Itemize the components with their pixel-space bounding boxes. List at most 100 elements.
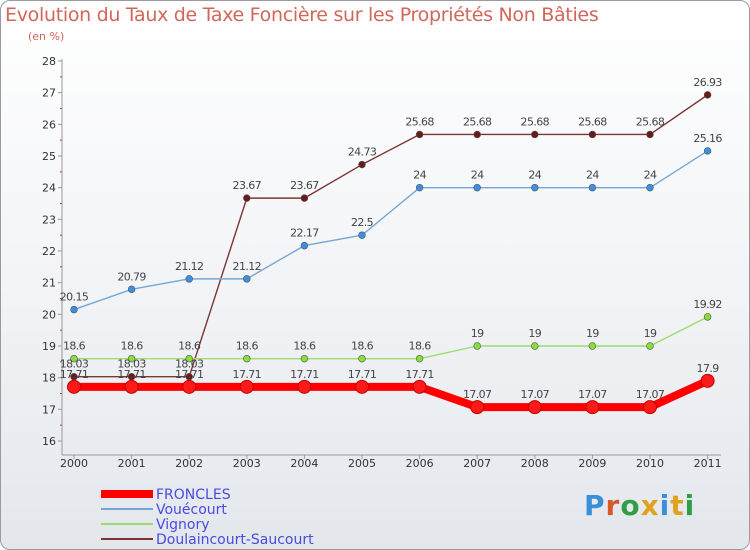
data-label: 21.12	[175, 260, 204, 273]
data-label: 18.6	[409, 340, 432, 353]
data-point	[412, 379, 427, 394]
data-point	[182, 379, 197, 394]
data-label: 25.68	[636, 115, 665, 128]
data-point	[297, 379, 312, 394]
data-point	[70, 354, 78, 363]
data-point	[124, 379, 139, 394]
series-line	[74, 316, 708, 360]
y-axis-unit-label: (en %)	[28, 30, 65, 43]
series-froncles	[67, 373, 715, 415]
x-tick-label: 2006	[406, 457, 434, 470]
data-label: 24	[644, 169, 657, 182]
data-label: 17.71	[175, 368, 204, 381]
data-label: 24	[528, 169, 541, 182]
logo-letter: r	[605, 489, 621, 522]
legend-item: Vouécourt	[101, 502, 227, 518]
data-label: 24.73	[348, 146, 377, 159]
data-point	[243, 275, 251, 283]
data-label: 18.03	[117, 358, 146, 371]
data-label: 17.07	[463, 388, 492, 401]
data-label: 19	[644, 327, 657, 340]
data-label: 19	[471, 327, 484, 340]
data-point	[415, 183, 424, 192]
data-label: 18.6	[351, 340, 374, 353]
data-label: 25.68	[578, 115, 607, 128]
data-label: 18.6	[121, 340, 144, 353]
y-tick-label: 18	[42, 372, 56, 385]
data-point	[127, 354, 136, 363]
data-point	[646, 130, 654, 139]
data-label: 17.71	[60, 368, 89, 381]
data-label: 19.92	[693, 298, 722, 311]
data-point	[531, 342, 539, 350]
data-point	[700, 373, 715, 388]
series-vou-court	[70, 147, 712, 314]
data-point	[588, 342, 597, 350]
data-point	[415, 354, 424, 363]
data-point	[415, 130, 424, 139]
y-tick-label: 25	[42, 150, 56, 163]
data-label: 20.15	[60, 291, 89, 304]
y-tick-label: 22	[42, 245, 56, 258]
data-label: 18.6	[178, 340, 201, 353]
y-tick-label: 27	[42, 87, 56, 100]
x-tick-label: 2002	[175, 457, 203, 470]
data-label: 25.68	[463, 115, 492, 128]
data-label: 24	[586, 169, 599, 182]
y-tick-label: 26	[42, 118, 56, 131]
logo-letter: t	[670, 489, 685, 522]
data-label: 21.12	[233, 260, 262, 273]
data-point	[646, 183, 654, 192]
data-point	[67, 379, 81, 394]
data-label: 25.68	[521, 115, 550, 128]
data-point	[703, 147, 712, 155]
data-point	[243, 194, 251, 202]
data-label: 17.71	[233, 368, 262, 381]
data-label: 17.71	[405, 368, 434, 381]
data-point	[358, 231, 366, 239]
data-label: 18.03	[175, 358, 204, 371]
data-point	[355, 379, 369, 394]
data-point	[588, 130, 597, 139]
x-tick-label: 2003	[233, 457, 261, 470]
data-label: 18.03	[60, 358, 89, 371]
series-line	[74, 94, 708, 378]
data-label: 18.6	[63, 340, 86, 353]
data-point	[588, 183, 597, 192]
proxiti-logo: Proxiti	[584, 489, 695, 522]
y-tick-label: 28	[42, 55, 56, 68]
data-label: 25.68	[405, 115, 434, 128]
y-tick-label: 24	[42, 182, 56, 195]
data-point	[243, 354, 251, 363]
x-tick-label: 2008	[521, 457, 549, 470]
logo-letter: x	[640, 489, 660, 522]
data-label: 25.16	[693, 132, 722, 145]
logo-letter: P	[584, 489, 606, 522]
legend-item: Vignory	[101, 517, 210, 533]
x-tick-label: 2010	[636, 457, 664, 470]
data-point	[646, 342, 654, 350]
data-label: 19	[586, 327, 599, 340]
data-label: 24	[471, 169, 484, 182]
x-tick-label: 2011	[694, 457, 722, 470]
data-point	[585, 400, 600, 415]
data-label: 23.67	[290, 179, 319, 192]
data-label: 24	[413, 169, 426, 182]
data-point	[358, 354, 366, 363]
x-tick-label: 2007	[463, 457, 491, 470]
data-label: 20.79	[117, 270, 146, 283]
y-tick-label: 17	[42, 403, 56, 416]
data-label: 17.71	[290, 368, 319, 381]
x-tick-label: 2000	[60, 457, 88, 470]
legend-item: Doulaincourt-Saucourt	[101, 532, 314, 548]
data-label: 22.17	[290, 227, 319, 240]
legend-item: FRONCLES	[101, 487, 231, 503]
data-label: 17.71	[117, 368, 146, 381]
data-label: 17.07	[636, 388, 665, 401]
data-point	[473, 130, 481, 139]
data-point	[185, 354, 193, 363]
data-label: 23.67	[233, 179, 262, 192]
y-tick-label: 23	[42, 213, 56, 226]
data-point	[527, 400, 542, 415]
